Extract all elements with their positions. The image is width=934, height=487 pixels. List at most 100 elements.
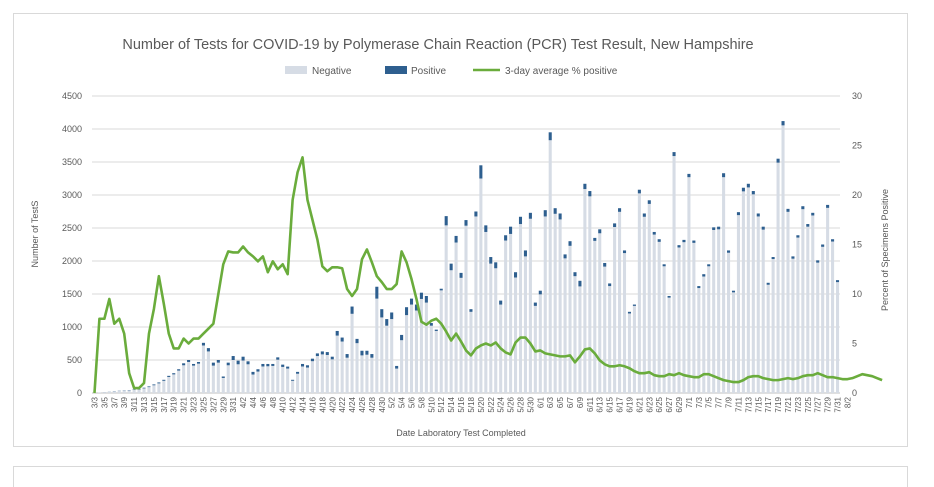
bar-positive	[142, 388, 145, 389]
bar-negative	[752, 194, 755, 393]
bar-positive	[484, 225, 487, 232]
bar-positive	[256, 369, 259, 371]
bar-negative	[286, 369, 289, 393]
x-tick-label: 7/9	[725, 396, 734, 408]
bar-negative	[341, 342, 344, 393]
y-tick-label: 4500	[62, 91, 82, 101]
bar-positive	[400, 335, 403, 340]
bar-negative	[821, 247, 824, 393]
bar-positive	[455, 236, 458, 243]
x-tick-label: 5/12	[437, 396, 446, 412]
bar-negative	[727, 253, 730, 393]
x-tick-label: 6/21	[635, 396, 644, 412]
bar-positive	[603, 263, 606, 267]
bar-negative	[593, 241, 596, 393]
x-tick-label: 3/31	[229, 396, 238, 412]
bar-negative	[405, 315, 408, 393]
bar-positive	[479, 165, 482, 178]
bar-negative	[811, 215, 814, 393]
bar-positive	[796, 235, 799, 237]
bar-positive	[727, 250, 730, 252]
bar-positive	[182, 363, 185, 365]
bar-positive	[375, 287, 378, 299]
bar-positive	[529, 213, 532, 219]
x-tick-label: 5/4	[398, 396, 407, 408]
bar-positive	[742, 188, 745, 192]
bar-negative	[370, 358, 373, 393]
bar-positive	[370, 354, 373, 358]
bar-negative	[489, 264, 492, 393]
legend-negative-label: Negative	[312, 66, 352, 77]
y2-axis-label: Percent of Specimens Positive	[880, 189, 890, 311]
bar-positive	[673, 152, 676, 156]
x-tick-label: 4/14	[299, 396, 308, 412]
bar-negative	[450, 270, 453, 393]
bar-negative	[564, 258, 567, 393]
bar-negative	[757, 216, 760, 393]
y-tick-label: 500	[67, 355, 82, 365]
bar-positive	[653, 232, 656, 235]
bar-negative	[826, 208, 829, 393]
bar-positive	[395, 366, 398, 369]
bar-negative	[772, 259, 775, 393]
bar-positive	[772, 257, 775, 259]
x-tick-label: 5/24	[497, 396, 506, 412]
bar-positive	[752, 191, 755, 194]
x-tick-label: 3/3	[91, 396, 100, 408]
bar-negative	[494, 268, 497, 393]
bar-positive	[351, 307, 354, 314]
x-tick-label: 5/14	[447, 396, 456, 412]
x-tick-label: 4/28	[368, 396, 377, 412]
x-tick-label: 5/10	[427, 396, 436, 412]
bar-negative	[673, 156, 676, 393]
bar-positive	[420, 293, 423, 299]
bar-negative	[796, 238, 799, 393]
bar-negative	[271, 366, 274, 393]
bar-positive	[227, 363, 230, 366]
bar-negative	[529, 219, 532, 393]
x-tick-label: 4/22	[338, 396, 347, 412]
bar-negative	[232, 360, 235, 393]
x-tick-label: 5/2	[388, 396, 397, 408]
x-tick-label: 5/18	[467, 396, 476, 412]
bar-positive	[687, 174, 690, 177]
bar-negative	[197, 364, 200, 393]
y2-tick-label: 15	[852, 240, 862, 250]
bar-negative	[460, 278, 463, 393]
bar-negative	[355, 343, 358, 393]
bar-negative	[247, 364, 250, 393]
x-tick-label: 3/15	[150, 396, 159, 412]
x-tick-label: 6/7	[566, 396, 575, 408]
bar-positive	[578, 281, 581, 287]
x-tick-label: 6/5	[556, 396, 565, 408]
bar-positive	[593, 238, 596, 241]
bar-positive	[791, 256, 794, 258]
bar-positive	[261, 364, 264, 367]
x-tick-label: 4/24	[348, 396, 357, 412]
bar-positive	[489, 257, 492, 264]
y2-tick-label: 0	[852, 388, 857, 398]
x-tick-label: 7/5	[705, 396, 714, 408]
bar-positive	[212, 363, 215, 366]
bar-negative	[385, 326, 388, 393]
bar-negative	[781, 125, 784, 393]
bar-negative	[445, 225, 448, 393]
bar-positive	[326, 352, 329, 355]
bar-positive	[232, 356, 235, 360]
bar-positive	[668, 296, 671, 298]
x-tick-label: 7/21	[784, 396, 793, 412]
x-tick-label: 7/19	[774, 396, 783, 412]
bar-negative	[514, 278, 517, 394]
x-tick-label: 4/6	[259, 396, 268, 408]
bar-positive	[514, 272, 517, 277]
bar-negative	[722, 177, 725, 393]
bar-positive	[177, 369, 180, 370]
bar-positive	[504, 235, 507, 240]
bar-positive	[197, 362, 200, 364]
bar-positive	[321, 351, 324, 354]
bar-positive	[762, 227, 765, 230]
bar-positive	[207, 348, 210, 351]
bar-negative	[435, 331, 438, 393]
bar-positive	[544, 210, 547, 216]
bar-positive	[360, 351, 363, 356]
